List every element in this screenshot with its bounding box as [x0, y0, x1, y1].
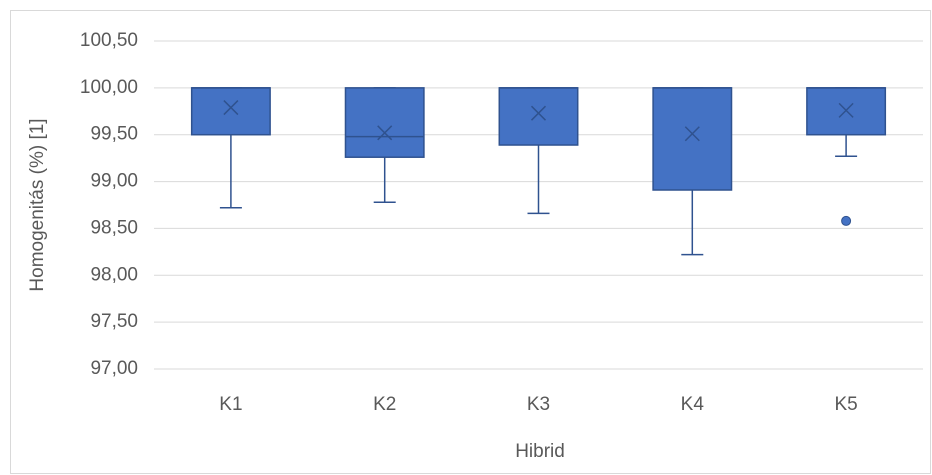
y-tick-label: 98,00 [90, 264, 138, 285]
y-tick-label: 97,50 [90, 311, 138, 332]
y-tick-label: 100,00 [80, 77, 138, 98]
box [190, 87, 271, 136]
mean-marker [377, 125, 393, 141]
x-tick-label: K3 [527, 394, 550, 415]
mean-marker [223, 100, 239, 116]
y-axis-label: Homogenitás (%) [1] [27, 118, 48, 291]
x-tick-label: K4 [681, 394, 705, 415]
x-tick-label: K2 [373, 394, 396, 415]
y-tick-label: 99,00 [90, 171, 138, 192]
y-tick-label: 100,50 [80, 30, 138, 51]
mean-marker [684, 126, 700, 142]
outlier [841, 215, 852, 226]
y-tick-label: 99,50 [90, 124, 138, 145]
box [652, 87, 733, 191]
x-tick-label: K1 [219, 394, 242, 415]
box [344, 87, 425, 158]
y-tick-label: 98,50 [90, 217, 138, 238]
x-axis-label: Hibrid [515, 441, 565, 462]
mean-marker [530, 105, 547, 121]
box [498, 87, 579, 146]
y-tick-label: 97,00 [90, 358, 138, 379]
x-tick-label: K5 [834, 394, 857, 415]
chart-frame [10, 10, 931, 474]
mean-marker [838, 102, 854, 118]
